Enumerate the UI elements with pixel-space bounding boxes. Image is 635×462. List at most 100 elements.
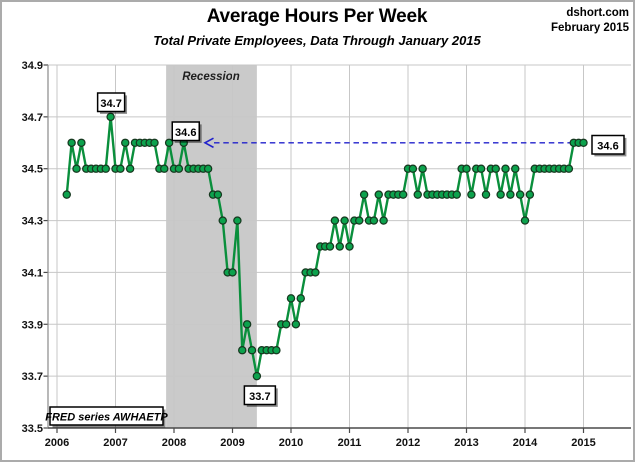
data-point-marker [501, 164, 510, 173]
data-point-marker [398, 190, 408, 199]
data-point-marker [335, 242, 344, 251]
data-point-marker [330, 216, 340, 225]
data-point-marker [379, 216, 388, 225]
credit-site: dshort.com [566, 7, 629, 19]
annotation-callout: 34.6 [171, 121, 202, 143]
callout-value: 34.6 [175, 127, 196, 139]
annotation-callout: 33.7 [243, 385, 278, 407]
y-tick-label: 33.5 [22, 423, 43, 435]
callout-labels: 34.7 34.6 33.7 34.6 [96, 92, 627, 407]
x-tick-label: 2015 [571, 437, 595, 449]
annotation-callout: 34.7 [96, 92, 128, 114]
x-tick-label: 2011 [338, 437, 362, 449]
data-point-marker [238, 345, 247, 355]
callout-box [591, 134, 625, 155]
y-tick-label: 34.1 [22, 267, 43, 279]
data-point-marker [511, 164, 520, 173]
chart-title: Average Hours Per Week [207, 6, 428, 27]
data-point-marker [374, 190, 383, 199]
data-point-marker [491, 164, 500, 173]
data-point-marker [359, 190, 369, 199]
credit-date: February 2015 [551, 22, 630, 34]
data-point-marker [218, 216, 227, 225]
data-point-marker [355, 216, 364, 225]
y-tick-label: 33.9 [22, 319, 43, 331]
data-point-marker [228, 268, 237, 277]
data-point-marker [481, 190, 491, 199]
data-point-marker [418, 164, 427, 173]
data-point-marker [247, 345, 257, 355]
data-point-marker [462, 164, 471, 173]
data-point-marker [476, 164, 486, 173]
data-point-marker [467, 190, 476, 199]
data-point-marker [106, 112, 115, 122]
data-point-marker [213, 190, 223, 199]
data-point-marker [408, 164, 418, 173]
callout-box [171, 121, 200, 142]
data-point-marker [160, 164, 169, 173]
data-point-marker [252, 371, 262, 381]
callout-box [243, 385, 277, 406]
data-point-marker [242, 320, 252, 329]
x-tick-label: 2013 [454, 437, 478, 449]
data-point-marker [101, 164, 110, 173]
x-tick-label: 2007 [103, 437, 127, 449]
data-point-marker [291, 320, 301, 329]
callout-box [96, 92, 126, 113]
data-point-marker [72, 164, 81, 173]
data-point-marker [506, 190, 515, 199]
y-tick-label: 33.7 [22, 371, 43, 383]
data-point-marker [311, 268, 320, 277]
x-tick-label: 2012 [396, 437, 420, 449]
data-point-marker [116, 164, 125, 173]
data-point-marker [286, 294, 296, 303]
callout-value: 33.7 [249, 391, 270, 403]
y-tick-label: 34.9 [22, 60, 43, 72]
tick-labels: 2006 2007 2008 2009 2010 2011 2012 2013 2014 2015… [22, 60, 596, 449]
x-tick-label: 2008 [162, 437, 186, 449]
data-point-marker [67, 138, 76, 148]
data-point-marker [272, 345, 281, 355]
x-tick-label: 2010 [279, 437, 303, 449]
reference-arrow [203, 137, 571, 149]
data-point-marker [369, 216, 379, 225]
data-point-marker [164, 138, 174, 148]
recession-label: Recession [182, 71, 240, 83]
data-point-marker [296, 294, 305, 303]
axes [43, 64, 631, 433]
data-point-marker [579, 138, 588, 148]
data-point-marker [77, 138, 86, 148]
data-point-marker [325, 242, 335, 251]
x-tick-label: 2014 [513, 437, 538, 449]
y-tick-label: 34.7 [22, 112, 43, 124]
data-point-marker [340, 216, 349, 225]
source-label-box: FRED series AWHAETP [45, 406, 168, 428]
source-label: FRED series AWHAETP [45, 412, 168, 424]
arrowhead-left [203, 137, 214, 149]
data-point-marker [233, 216, 242, 225]
data-point-marker [62, 190, 71, 199]
data-point-marker [515, 190, 525, 199]
callout-value: 34.6 [597, 140, 618, 152]
chart-subtitle: Total Private Employees, Data Through Ja… [153, 33, 481, 48]
source-box [49, 406, 164, 426]
data-point-marker [520, 216, 530, 225]
annotation-callout: 34.6 [591, 134, 627, 157]
data-point-marker [564, 164, 574, 173]
y-tick-label: 34.5 [22, 164, 43, 176]
data-point-marker [174, 164, 184, 173]
data-point-marker [496, 190, 505, 199]
data-point-marker [203, 164, 213, 173]
data-point-marker [452, 190, 461, 199]
x-tick-label: 2006 [45, 437, 69, 449]
data-point-marker [121, 138, 130, 148]
data-point-marker [150, 138, 159, 148]
data-point-marker [281, 320, 291, 329]
data-point-marker [525, 190, 535, 199]
data-point-marker [345, 242, 354, 251]
recession-band: Recession [166, 65, 257, 428]
callout-value: 34.7 [100, 98, 121, 110]
recession-band-rect [166, 65, 257, 428]
